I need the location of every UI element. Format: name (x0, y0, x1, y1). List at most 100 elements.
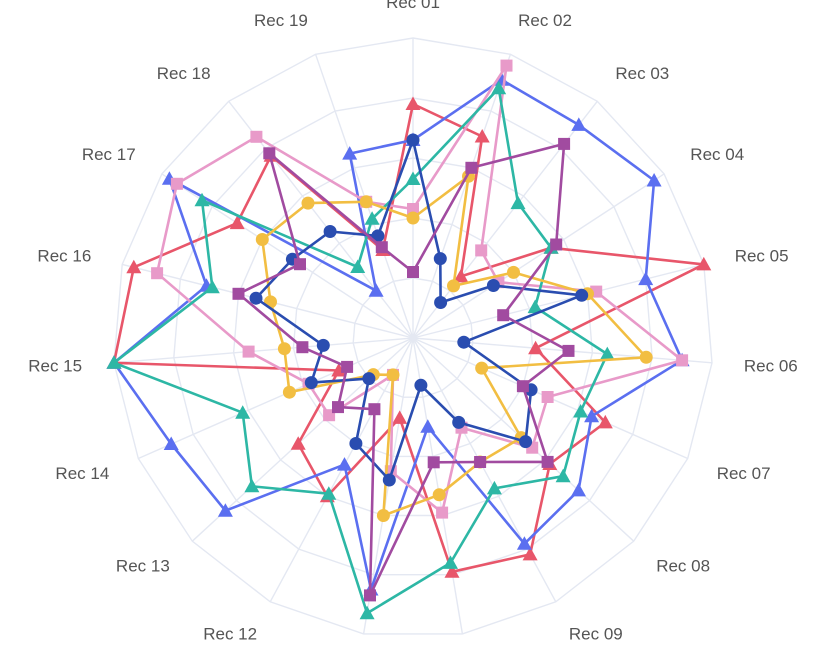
series-line[interactable] (112, 102, 706, 574)
data-point[interactable] (599, 346, 615, 361)
series-line[interactable] (155, 64, 684, 514)
data-point[interactable] (364, 211, 380, 225)
series-line[interactable] (260, 175, 648, 517)
data-point[interactable] (341, 360, 354, 373)
data-point[interactable] (350, 259, 366, 274)
data-point[interactable] (500, 59, 513, 72)
data-point[interactable] (290, 436, 306, 450)
data-point[interactable] (331, 363, 347, 377)
data-point[interactable] (277, 342, 291, 356)
data-point[interactable] (106, 355, 122, 369)
data-point[interactable] (296, 341, 309, 354)
data-point[interactable] (163, 436, 179, 451)
data-point[interactable] (375, 241, 388, 254)
data-point[interactable] (516, 536, 532, 550)
data-point[interactable] (337, 457, 352, 471)
data-point[interactable] (371, 229, 385, 243)
data-point[interactable] (541, 455, 554, 468)
data-point[interactable] (323, 225, 337, 238)
data-point[interactable] (452, 415, 466, 429)
data-point[interactable] (282, 385, 296, 399)
series-line[interactable] (112, 78, 684, 591)
data-point[interactable] (444, 564, 460, 578)
series-4[interactable] (106, 80, 615, 620)
data-point[interactable] (407, 203, 419, 215)
data-point[interactable] (475, 361, 489, 375)
data-point[interactable] (342, 146, 358, 160)
series-5[interactable] (255, 169, 653, 522)
data-point[interactable] (474, 129, 490, 143)
data-point[interactable] (453, 268, 469, 283)
data-point[interactable] (263, 147, 276, 160)
data-point[interactable] (255, 233, 269, 246)
series-7[interactable] (232, 137, 575, 602)
data-point[interactable] (584, 408, 600, 423)
data-point[interactable] (244, 478, 260, 493)
data-point[interactable] (427, 456, 440, 469)
data-point[interactable] (242, 345, 255, 358)
data-point[interactable] (349, 437, 363, 450)
data-point[interactable] (443, 555, 458, 569)
data-point[interactable] (250, 130, 263, 143)
data-point[interactable] (510, 195, 526, 210)
data-point[interactable] (362, 372, 376, 386)
data-point[interactable] (359, 195, 373, 209)
data-point[interactable] (571, 482, 586, 497)
data-point[interactable] (232, 287, 245, 300)
series-6[interactable] (249, 133, 589, 487)
data-point[interactable] (406, 211, 420, 225)
data-point[interactable] (550, 238, 563, 251)
data-point[interactable] (475, 244, 488, 257)
data-point[interactable] (474, 456, 487, 468)
data-point[interactable] (194, 192, 210, 207)
data-point[interactable] (301, 196, 315, 210)
data-point[interactable] (457, 335, 471, 349)
series-line[interactable] (112, 87, 609, 615)
data-point[interactable] (558, 137, 571, 150)
data-point[interactable] (573, 404, 589, 418)
data-point[interactable] (420, 419, 436, 433)
data-point[interactable] (507, 265, 520, 279)
data-point[interactable] (235, 405, 251, 419)
data-point[interactable] (359, 605, 375, 620)
data-point[interactable] (486, 480, 502, 495)
data-point[interactable] (528, 340, 544, 355)
data-point[interactable] (541, 391, 554, 403)
data-point[interactable] (432, 488, 446, 502)
data-point[interactable] (316, 338, 330, 352)
data-point[interactable] (382, 473, 396, 487)
data-point[interactable] (376, 509, 390, 522)
data-point[interactable] (646, 173, 662, 187)
data-point[interactable] (217, 503, 233, 517)
data-point[interactable] (555, 468, 571, 483)
data-point[interactable] (386, 368, 400, 382)
data-point[interactable] (638, 271, 654, 286)
series-line[interactable] (237, 142, 570, 597)
data-point[interactable] (696, 256, 712, 271)
data-point[interactable] (516, 380, 529, 393)
data-point[interactable] (364, 589, 376, 602)
data-point[interactable] (434, 296, 448, 309)
data-point[interactable] (249, 291, 263, 305)
data-point[interactable] (436, 506, 449, 519)
data-point[interactable] (294, 258, 306, 271)
data-point[interactable] (304, 376, 318, 390)
data-point[interactable] (486, 279, 500, 292)
data-point[interactable] (229, 215, 245, 230)
data-point[interactable] (562, 344, 575, 357)
data-point[interactable] (639, 350, 653, 364)
data-point[interactable] (405, 96, 421, 111)
data-point[interactable] (597, 414, 613, 429)
data-point[interactable] (204, 279, 220, 294)
data-point[interactable] (433, 252, 447, 266)
data-point[interactable] (491, 80, 507, 95)
data-point[interactable] (519, 435, 533, 449)
data-point[interactable] (126, 259, 142, 274)
data-point[interactable] (368, 283, 384, 297)
data-point[interactable] (465, 161, 478, 174)
data-point[interactable] (414, 378, 428, 392)
series-line[interactable] (254, 138, 584, 482)
data-point[interactable] (522, 546, 538, 561)
data-point[interactable] (321, 486, 337, 500)
data-point[interactable] (407, 266, 419, 278)
